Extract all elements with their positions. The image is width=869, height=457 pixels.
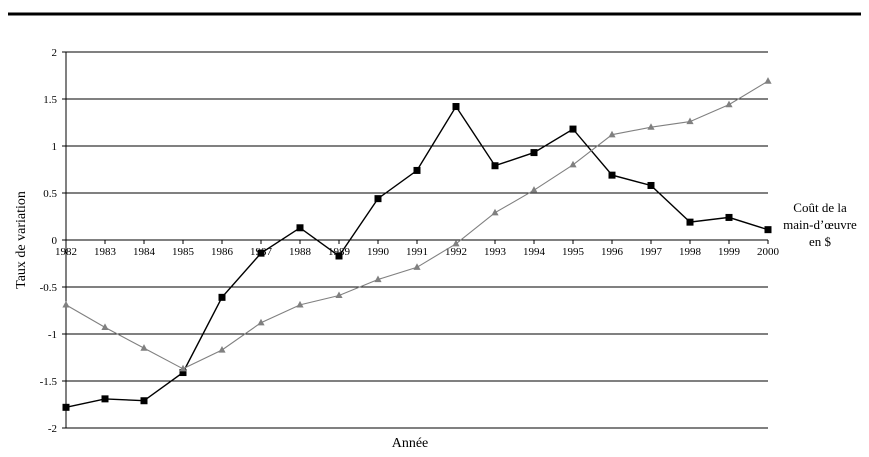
series-label-line: Coût de la — [793, 200, 847, 215]
data-point-triangle — [608, 130, 616, 138]
y-tick-label: 1 — [52, 141, 58, 153]
data-point-triangle — [296, 300, 304, 308]
data-point-square — [530, 149, 538, 157]
data-point-square — [725, 213, 733, 221]
data-point-triangle — [179, 364, 187, 372]
data-point-square — [608, 171, 616, 179]
data-point-square — [569, 125, 577, 133]
x-tick-label: 1998 — [679, 246, 702, 258]
data-point-triangle — [530, 186, 538, 193]
data-point-triangle — [140, 344, 148, 351]
x-tick-label: 1990 — [367, 246, 390, 258]
data-point-triangle — [569, 160, 577, 168]
data-point-triangle — [647, 123, 655, 130]
data-point-square — [179, 369, 187, 377]
data-point-square — [101, 395, 109, 403]
series-label-line: en $ — [809, 234, 832, 249]
y-tick-label: -1 — [48, 329, 57, 341]
x-tick-label: 1993 — [484, 246, 507, 258]
data-point-triangle — [101, 323, 109, 331]
data-point-square — [296, 224, 304, 232]
data-point-square — [335, 252, 343, 260]
data-point-square — [257, 249, 265, 257]
data-point-triangle — [491, 208, 499, 216]
data-point-triangle — [413, 263, 421, 270]
y-tick-label: -2 — [48, 423, 57, 435]
x-tick-label: 1985 — [172, 246, 195, 258]
data-point-square — [218, 293, 226, 301]
data-point-square — [491, 162, 499, 170]
data-point-triangle — [452, 239, 460, 247]
y-tick-label: 2 — [52, 47, 58, 59]
y-tick-label: 0 — [52, 235, 58, 247]
y-tick-label: -0.5 — [40, 282, 58, 294]
data-point-square — [413, 166, 421, 174]
series-label-line: main-d’œuvre — [783, 217, 857, 232]
data-point-square — [140, 397, 148, 405]
data-point-triangle — [686, 117, 694, 125]
x-tick-label: 1996 — [601, 246, 624, 258]
x-tick-label: 1991 — [406, 246, 428, 258]
y-axis-title: Taux de variation — [14, 191, 29, 289]
axes: 2 1.5 1 0.5 0 -0.5 -1 -1.5 -2 1982 1983 1984 1985 198… — [40, 47, 780, 435]
y-tick-label: 1.5 — [43, 94, 57, 106]
series-line-2 — [65, 80, 769, 370]
series-group — [62, 77, 772, 411]
y-tick-label: -1.5 — [40, 376, 58, 388]
data-point-triangle — [764, 77, 772, 84]
x-tick-label: 1994 — [523, 246, 546, 258]
series-label-labour-cost: Coût de la main-d’œuvre en $ — [783, 200, 857, 249]
x-tick-label: 1986 — [211, 246, 234, 258]
x-tick-label: 1983 — [94, 246, 117, 258]
x-axis-title: Année — [392, 436, 429, 451]
data-point-square — [452, 103, 460, 111]
x-tick-label: 1992 — [445, 246, 467, 258]
data-point-triangle — [62, 300, 70, 308]
x-tick-label: 1995 — [562, 246, 585, 258]
data-point-square — [62, 403, 70, 411]
x-tick-label: 1997 — [640, 246, 663, 258]
data-point-triangle — [725, 100, 733, 108]
data-point-square — [686, 218, 694, 226]
x-tick-label: 1988 — [289, 246, 312, 258]
x-tick-label: 1999 — [718, 246, 741, 258]
data-point-triangle — [374, 275, 382, 283]
x-tick-label: 1984 — [133, 246, 156, 258]
x-tick-label: 1982 — [55, 246, 77, 258]
data-point-square — [374, 195, 382, 203]
data-point-square — [647, 181, 655, 189]
data-point-square — [764, 226, 772, 234]
y-tick-label: 0.5 — [43, 188, 57, 200]
x-tick-label: 2000 — [757, 246, 780, 258]
x-tick-label: 1989 — [328, 246, 351, 258]
data-point-triangle — [335, 291, 343, 299]
data-point-triangle — [257, 318, 265, 326]
data-point-triangle — [218, 345, 226, 353]
